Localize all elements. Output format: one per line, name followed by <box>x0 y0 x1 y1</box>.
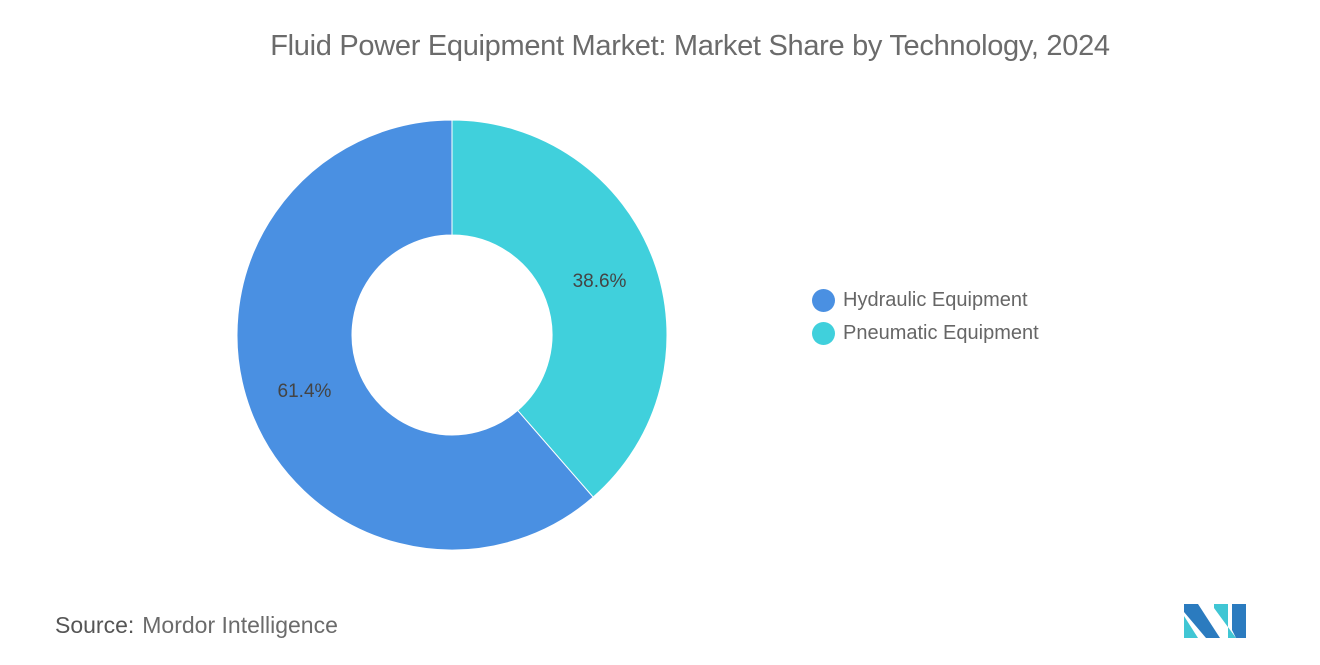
legend-label: Pneumatic Equipment <box>843 322 1039 344</box>
donut-slice-hydraulic-equipment[interactable] <box>236 119 594 551</box>
mordor-logo-icon <box>1184 604 1246 638</box>
legend-label: Hydraulic Equipment <box>843 289 1028 311</box>
data-label: 38.6% <box>573 271 627 292</box>
legend-swatch <box>812 289 835 312</box>
source-value: Mordor Intelligence <box>142 612 338 638</box>
legend: Hydraulic Equipment Pneumatic Equipment <box>812 284 1039 350</box>
legend-item-pneumatic[interactable]: Pneumatic Equipment <box>812 317 1039 350</box>
source-note: Source: Mordor Intelligence <box>55 612 338 639</box>
legend-swatch <box>812 322 835 345</box>
data-label: 61.4% <box>278 381 332 402</box>
legend-item-hydraulic[interactable]: Hydraulic Equipment <box>812 284 1039 317</box>
chart-title: Fluid Power Equipment Market: Market Sha… <box>270 30 1110 62</box>
source-label: Source: <box>55 612 135 638</box>
donut-slice-pneumatic-equipment[interactable] <box>451 119 668 498</box>
